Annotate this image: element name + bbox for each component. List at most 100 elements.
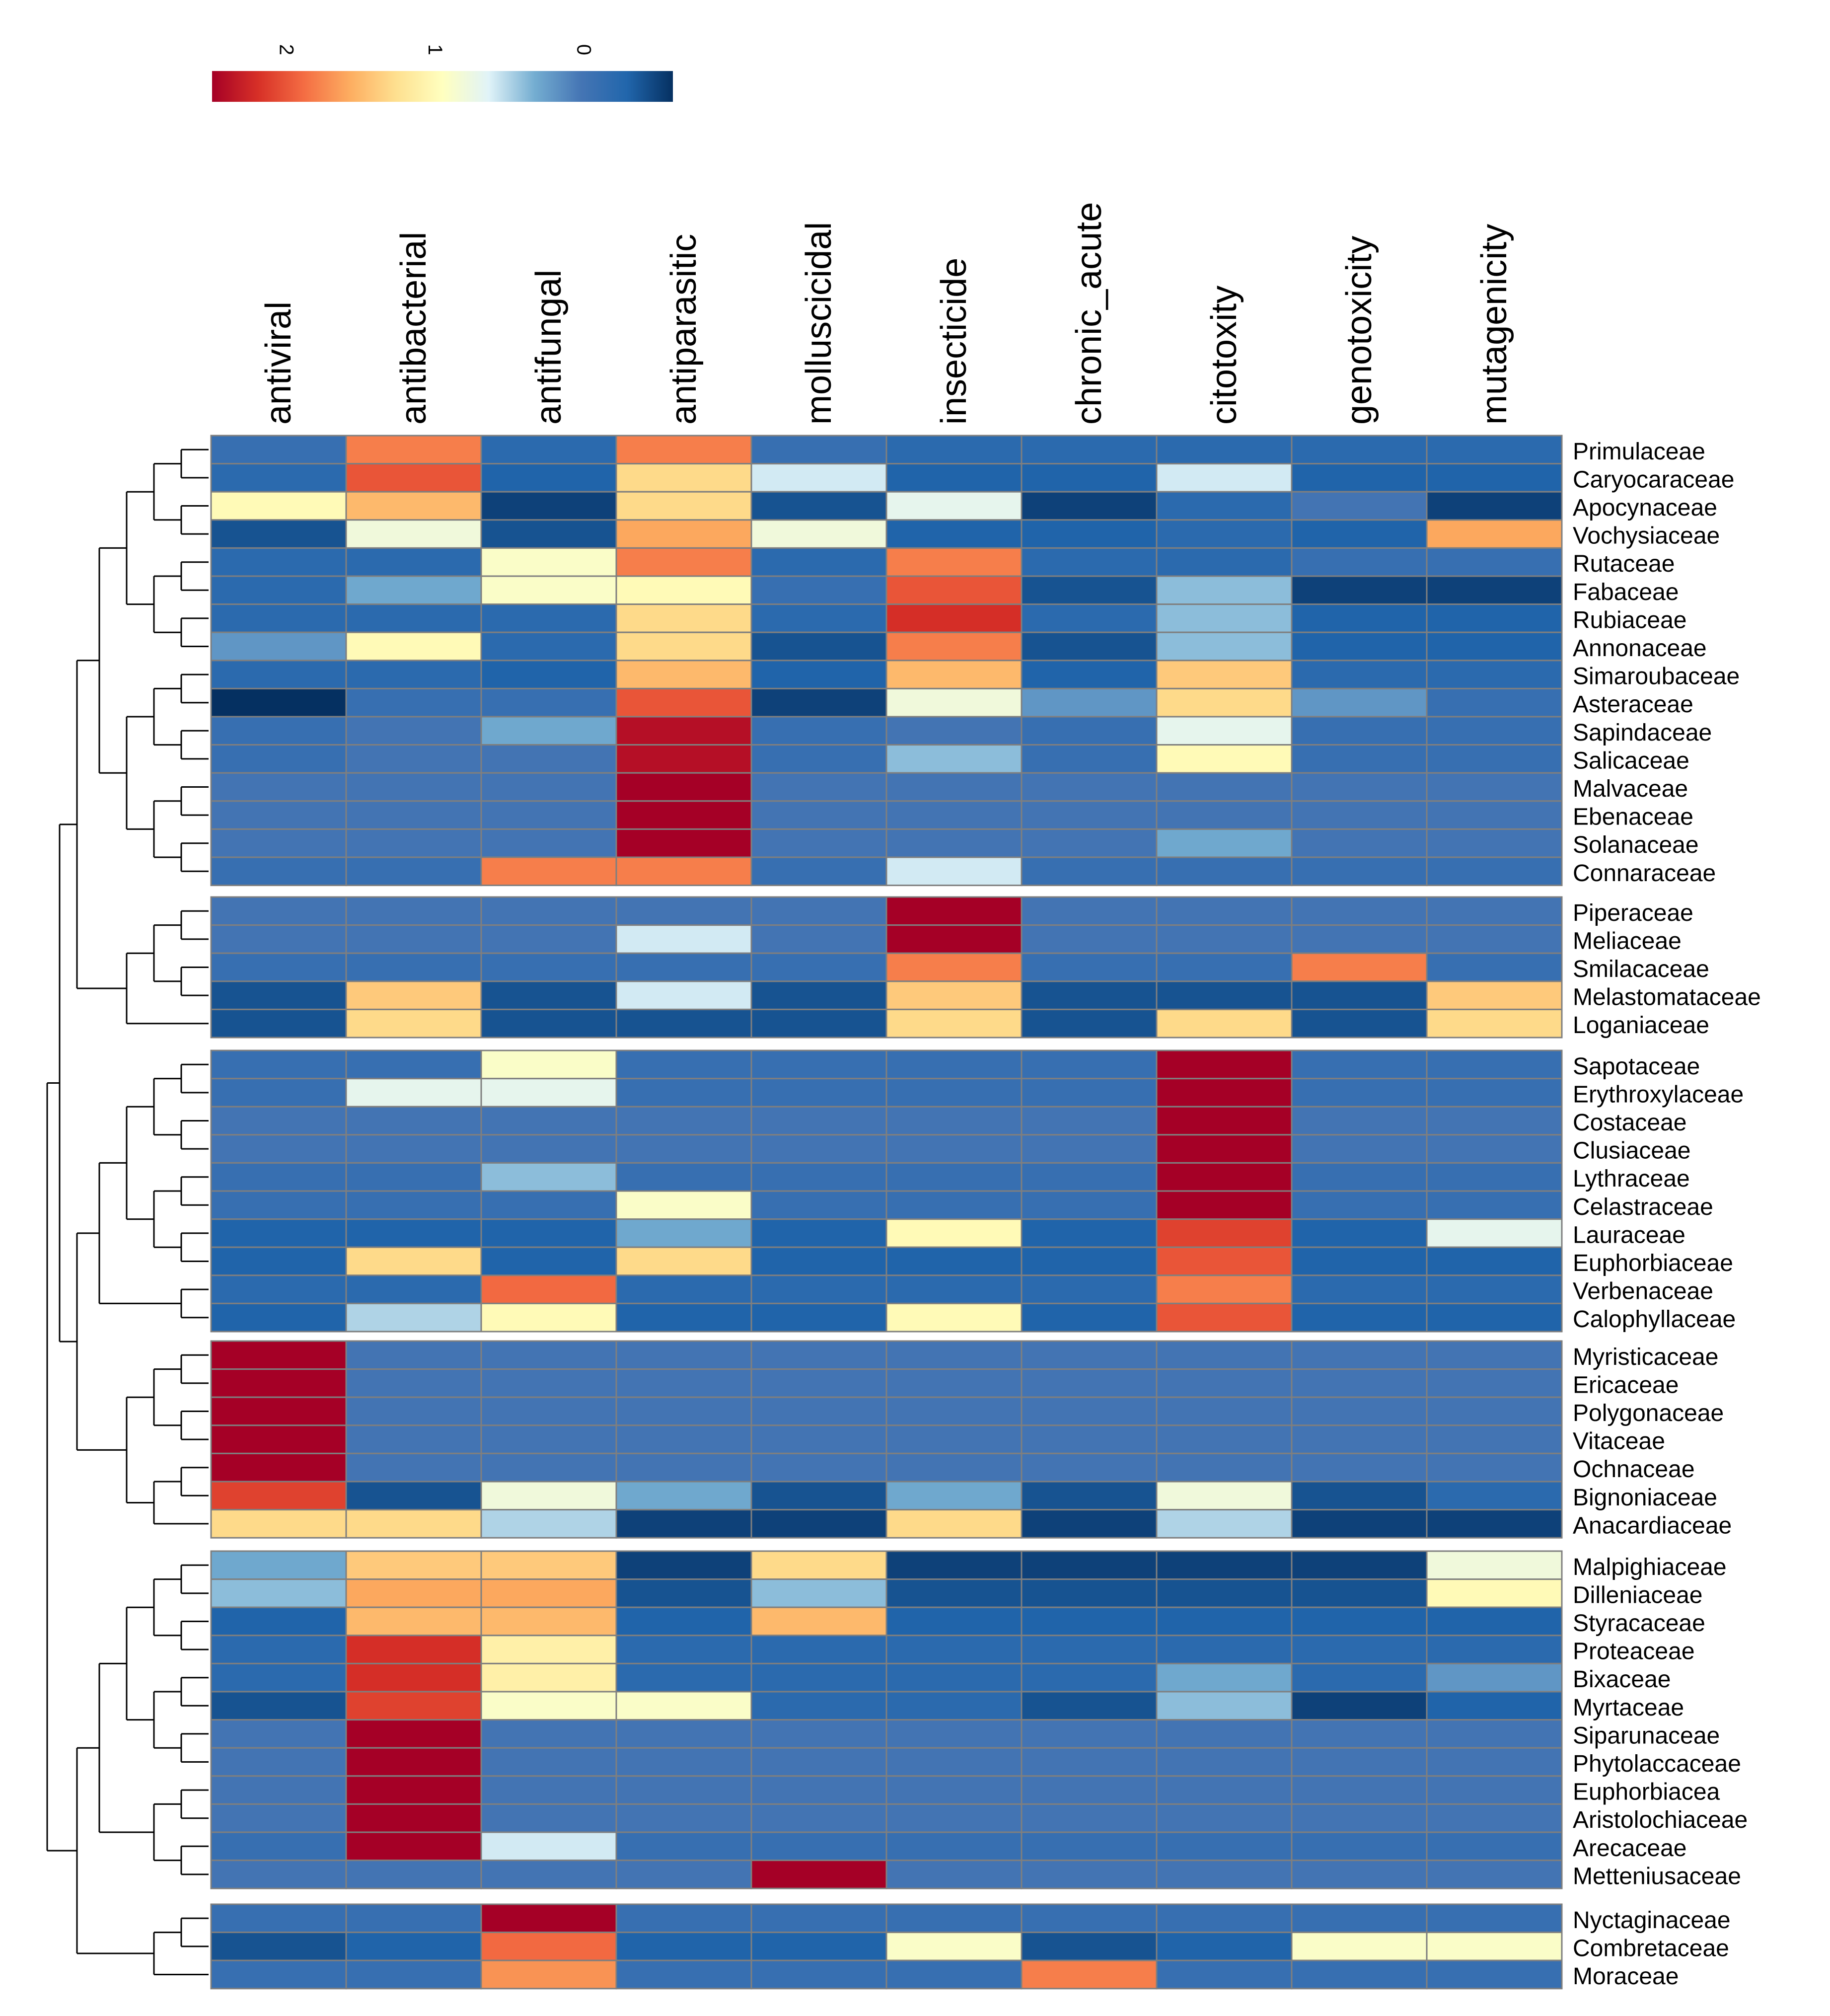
heatmap-cell (345, 1008, 482, 1039)
heatmap-cell (210, 1959, 347, 1990)
heatmap-cell (210, 1396, 347, 1426)
heatmap-cell (1291, 896, 1428, 926)
heatmap-cell (1426, 1803, 1563, 1833)
heatmap-cell (1291, 1578, 1428, 1608)
heatmap-cell (1021, 1190, 1158, 1220)
row-label: Costaceae (1573, 1110, 1686, 1136)
heatmap-cell (885, 1368, 1023, 1398)
heatmap-cell (1291, 1106, 1428, 1136)
heatmap-cell (210, 1719, 347, 1749)
heatmap-cell (345, 1860, 482, 1889)
heatmap-cell (750, 744, 887, 774)
heatmap-cell (480, 491, 617, 521)
row-label: Rutaceae (1573, 551, 1675, 577)
heatmap-cell (1156, 1860, 1293, 1889)
heatmap-cell (210, 828, 347, 858)
row-label: Solanaceae (1573, 832, 1699, 858)
heatmap-cell (1021, 631, 1158, 662)
column-label-antibacterial: antibacterial (394, 232, 434, 425)
row-label: Myrtaceae (1573, 1695, 1684, 1721)
heatmap-cell (1426, 1635, 1563, 1664)
heatmap-cell (750, 1691, 887, 1721)
heatmap-cell (1291, 687, 1428, 718)
row-label: Verbenaceae (1573, 1278, 1713, 1305)
heatmap-cell (885, 1396, 1023, 1426)
heatmap-cell (1291, 660, 1428, 689)
heatmap-cell (480, 1509, 617, 1539)
heatmap-cell (480, 952, 617, 982)
heatmap-cell (885, 1662, 1023, 1693)
heatmap-cell (210, 952, 347, 982)
heatmap-cell (1021, 828, 1158, 858)
heatmap-cell (345, 1424, 482, 1454)
heatmap-cell (1291, 1008, 1428, 1039)
heatmap-cell (480, 1903, 617, 1934)
heatmap-cell (1156, 1274, 1293, 1304)
heatmap-cell (1156, 1747, 1293, 1777)
heatmap-cell (1021, 463, 1158, 493)
heatmap-cell (210, 1008, 347, 1039)
heatmap-cell (750, 1340, 887, 1370)
heatmap-cell (210, 1368, 347, 1398)
heatmap-cell (1156, 1662, 1293, 1693)
heatmap-cell (345, 1246, 482, 1276)
heatmap-cell (1021, 687, 1158, 718)
heatmap-cell (1021, 1860, 1158, 1889)
heatmap-cell (885, 1719, 1023, 1749)
heatmap-cell (480, 772, 617, 802)
heatmap-cell (480, 463, 617, 493)
heatmap-cell (345, 1578, 482, 1608)
heatmap-cell (615, 1509, 752, 1539)
heatmap-cell (1021, 772, 1158, 802)
legend-tick-label: 0 (573, 44, 594, 55)
heatmap-cell (615, 896, 752, 926)
heatmap-cell (750, 1162, 887, 1192)
heatmap-cell (1021, 1959, 1158, 1990)
row-label: Sapindaceae (1573, 720, 1712, 746)
heatmap-cell (615, 1775, 752, 1805)
row-label: Anacardiaceae (1573, 1512, 1732, 1539)
heatmap-cell (345, 952, 482, 982)
heatmap-cell (1426, 631, 1563, 662)
heatmap-cell (1426, 1134, 1563, 1164)
heatmap-cell (1291, 744, 1428, 774)
heatmap-cell (480, 575, 617, 605)
heatmap-cell (1156, 1246, 1293, 1276)
row-label: Malvaceae (1573, 776, 1688, 802)
heatmap-cell (345, 1959, 482, 1990)
heatmap-cell (1426, 1008, 1563, 1039)
heatmap-cell (885, 463, 1023, 493)
heatmap-cell (885, 1302, 1023, 1333)
heatmap-cell (885, 716, 1023, 746)
heatmap-cell (885, 800, 1023, 830)
heatmap-cell (1426, 952, 1563, 982)
heatmap-cell (750, 1719, 887, 1749)
heatmap-cell (1426, 1860, 1563, 1889)
heatmap-cell (1156, 1959, 1293, 1990)
heatmap-cell (885, 1831, 1023, 1862)
heatmap-cell (885, 1008, 1023, 1039)
heatmap-cell (1426, 1747, 1563, 1777)
heatmap-cell (885, 1340, 1023, 1370)
heatmap-cell (615, 1606, 752, 1637)
heatmap-cell (345, 1218, 482, 1248)
heatmap-cells (210, 435, 1563, 1990)
heatmap-cell (885, 1078, 1023, 1108)
heatmap-cell (1291, 1190, 1428, 1220)
heatmap-cell (1021, 716, 1158, 746)
heatmap-cell (885, 1550, 1023, 1580)
row-label: Dilleniaceae (1573, 1582, 1703, 1608)
heatmap-cell (1426, 1903, 1563, 1934)
heatmap-cell (750, 547, 887, 577)
heatmap-cell (480, 716, 617, 746)
row-label: Calophyllaceae (1573, 1306, 1736, 1333)
heatmap-cell (1021, 1747, 1158, 1777)
heatmap-cell (1021, 1550, 1158, 1580)
heatmap-cell (210, 980, 347, 1010)
row-label: Euphorbiaceae (1573, 1250, 1733, 1276)
heatmap-cell (1156, 800, 1293, 830)
heatmap-cell (750, 856, 887, 887)
heatmap-cell (345, 1747, 482, 1777)
heatmap-cell (1426, 603, 1563, 633)
heatmap-cell (210, 463, 347, 493)
